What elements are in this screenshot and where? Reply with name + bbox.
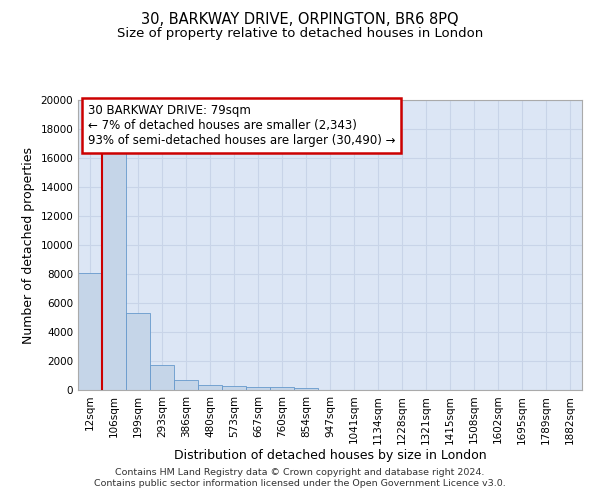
Text: 30, BARKWAY DRIVE, ORPINGTON, BR6 8PQ: 30, BARKWAY DRIVE, ORPINGTON, BR6 8PQ [141,12,459,28]
Bar [294,388,318,390]
X-axis label: Distribution of detached houses by size in London: Distribution of detached houses by size … [173,449,487,462]
Bar [126,313,150,390]
Bar [198,385,222,390]
Y-axis label: Number of detached properties: Number of detached properties [22,146,35,344]
Text: Contains HM Land Registry data © Crown copyright and database right 2024.
Contai: Contains HM Land Registry data © Crown c… [94,468,506,487]
Bar [270,387,294,390]
Text: 30 BARKWAY DRIVE: 79sqm
← 7% of detached houses are smaller (2,343)
93% of semi-: 30 BARKWAY DRIVE: 79sqm ← 7% of detached… [88,104,395,148]
Bar [174,380,198,390]
Bar [150,364,174,390]
Text: Size of property relative to detached houses in London: Size of property relative to detached ho… [117,28,483,40]
Bar [222,386,246,390]
Bar [246,387,270,390]
Bar [102,148,126,390]
Bar [78,272,102,390]
